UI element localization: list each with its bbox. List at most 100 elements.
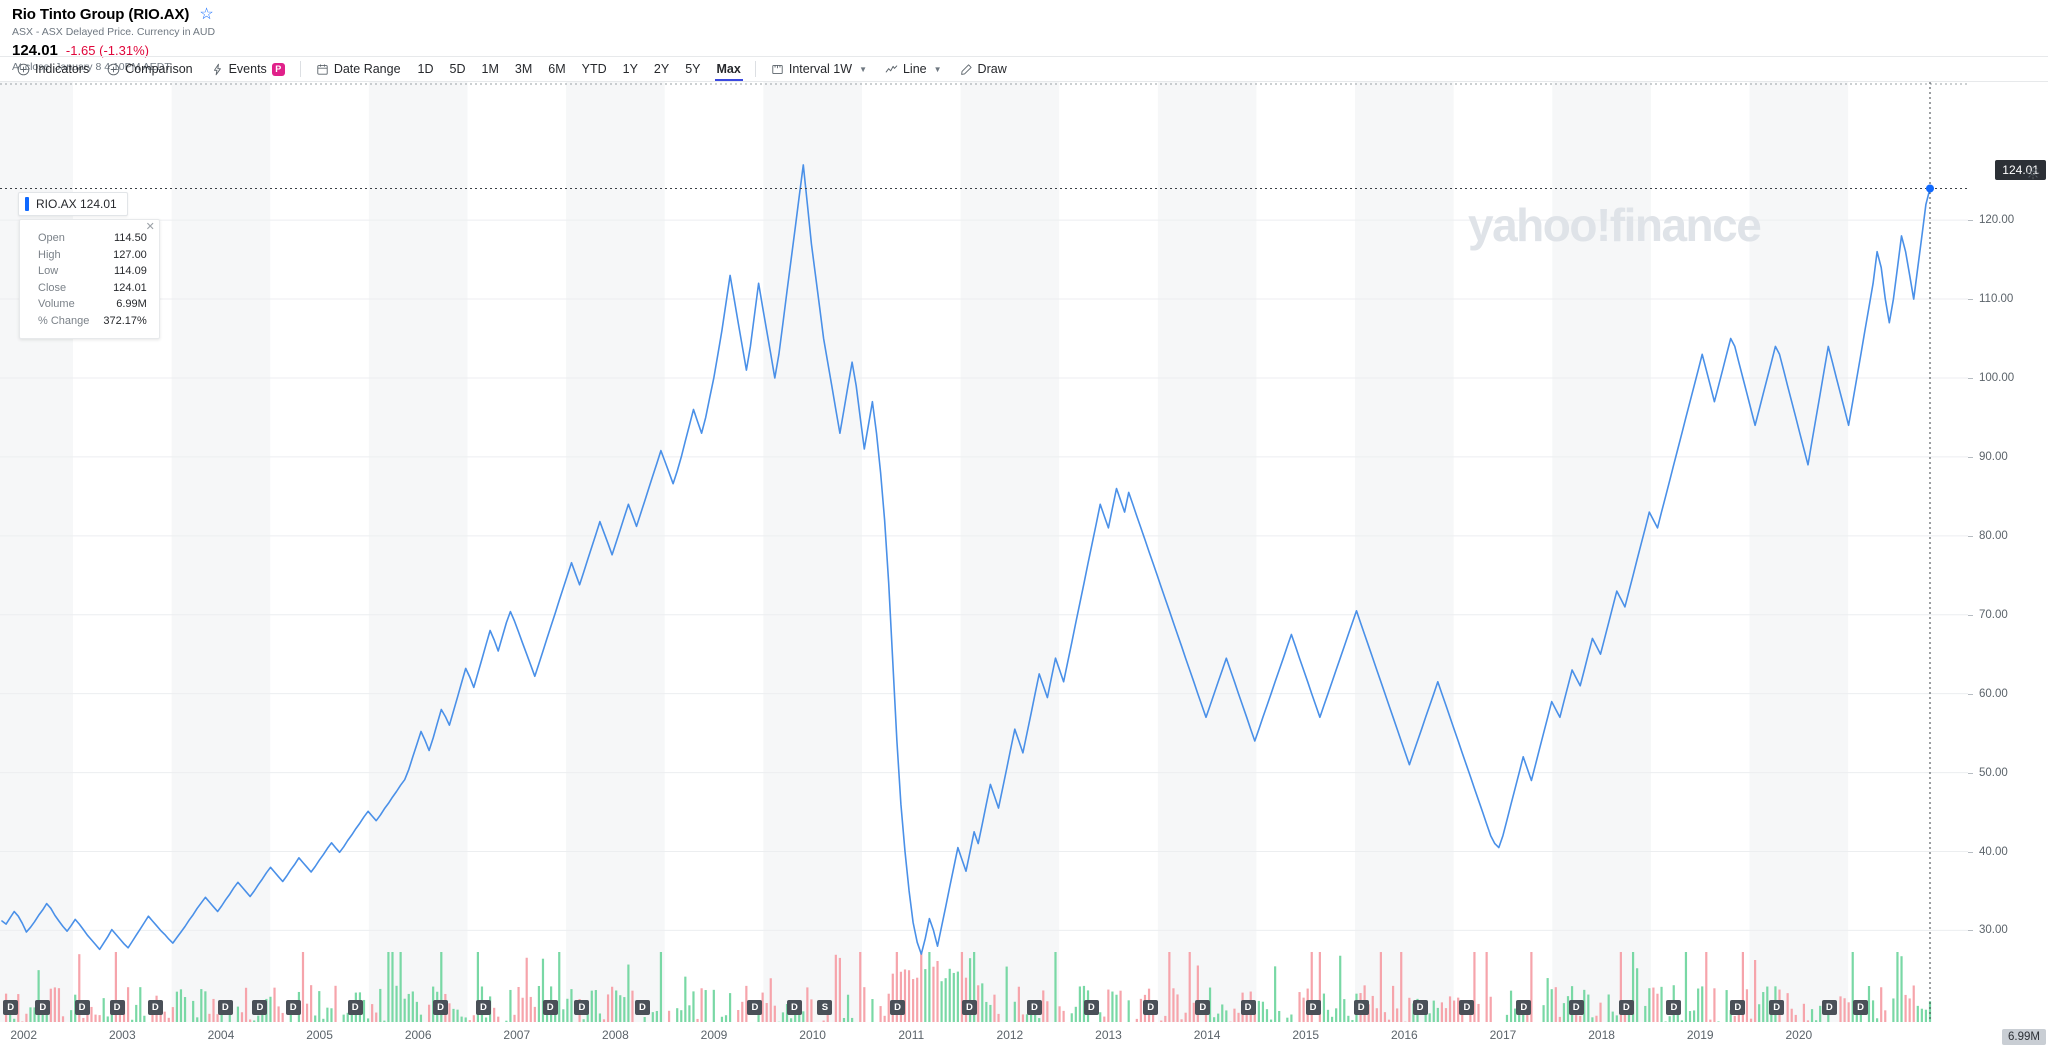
indicators-button[interactable]: Indicators (8, 57, 98, 81)
dividend-event-marker[interactable]: D (1769, 1000, 1785, 1015)
range-3m[interactable]: 3M (507, 57, 540, 81)
dividend-event-marker[interactable]: D (252, 1000, 268, 1015)
star-icon[interactable]: ☆ (199, 5, 214, 23)
dividend-event-marker[interactable]: D (1305, 1000, 1321, 1015)
dividend-event-marker[interactable]: D (35, 1000, 51, 1015)
year-tick-label: 2002 (10, 1028, 38, 1042)
range-2y[interactable]: 2Y (646, 57, 677, 81)
dividend-event-marker[interactable]: D (1240, 1000, 1256, 1015)
dividend-event-marker[interactable]: D (3, 1000, 19, 1015)
dividend-event-marker[interactable]: D (786, 1000, 802, 1015)
dividend-event-marker[interactable]: D (285, 1000, 301, 1015)
dividend-event-marker[interactable]: D (433, 1000, 449, 1015)
ohlc-row: % Change 372.17% (38, 313, 147, 330)
interval-label: Interval 1W (788, 62, 853, 76)
chart-toolbar: Indicators Comparison Events P Date Rang… (0, 56, 2048, 82)
events-button[interactable]: Events P (202, 57, 294, 81)
dividend-event-marker[interactable]: D (347, 1000, 363, 1015)
axis-tick (1968, 220, 1973, 222)
year-tick-label: 2015 (1292, 1028, 1320, 1042)
dividend-event-marker[interactable]: D (542, 1000, 558, 1015)
range-5d[interactable]: 5D (442, 57, 474, 81)
chart-legend[interactable]: RIO.AX 124.01 (18, 192, 128, 216)
year-tick-label: 2019 (1686, 1028, 1714, 1042)
interval-button[interactable]: Interval 1W ▼ (762, 57, 876, 81)
chart-container[interactable]: yahoo!finance 30.00 40.00 50.00 60.00 70.00 8… (0, 82, 2048, 1052)
chart-type-button[interactable]: Line ▼ (876, 57, 951, 81)
dividend-event-marker[interactable]: D (1412, 1000, 1428, 1015)
ohlc-key: High (38, 248, 61, 261)
price-axis-label: 80.00 (1979, 529, 2008, 542)
ohlc-tooltip[interactable]: ✕ Open 114.50 High 127.00 Low 114.09 Clo… (19, 219, 160, 339)
axis-tick (1968, 851, 1973, 853)
year-tick-label: 2004 (207, 1028, 235, 1042)
dividend-event-marker[interactable]: D (1143, 1000, 1159, 1015)
ruler-icon (772, 64, 783, 74)
range-1m[interactable]: 1M (474, 57, 507, 81)
range-max[interactable]: Max (709, 57, 749, 81)
year-tick-label: 2003 (108, 1028, 136, 1042)
dividend-event-marker[interactable]: D (634, 1000, 650, 1015)
dividend-event-marker[interactable]: D (1353, 1000, 1369, 1015)
range-label: 6M (548, 62, 566, 76)
year-tick-label: 2012 (996, 1028, 1024, 1042)
ohlc-row: Low 114.09 (38, 263, 147, 280)
range-6m[interactable]: 6M (540, 57, 573, 81)
range-label: 1M (481, 62, 499, 76)
year-tick-label: 2005 (306, 1028, 333, 1042)
range-1d[interactable]: 1D (410, 57, 442, 81)
dividend-event-marker[interactable]: D (747, 1000, 763, 1015)
ohlc-value: 114.50 (113, 232, 147, 244)
close-icon[interactable]: ✕ (145, 221, 155, 233)
dividend-event-marker[interactable]: D (1083, 1000, 1099, 1015)
last-price: 124.01 (12, 42, 58, 59)
dividend-event-marker[interactable]: D (890, 1000, 906, 1015)
price-line (1, 164, 1931, 955)
price-change: -1.65 (-1.31%) (65, 43, 149, 58)
dividend-event-marker[interactable]: D (1459, 1000, 1475, 1015)
range-label: 5D (449, 62, 466, 76)
axis-tick (1968, 693, 1973, 695)
dividend-event-marker[interactable]: D (1730, 1000, 1746, 1015)
draw-button[interactable]: Draw (951, 57, 1016, 81)
dividend-event-marker[interactable]: D (1195, 1000, 1211, 1015)
price-axis-label: 70.00 (1979, 608, 2008, 621)
price-axis[interactable]: 30.00 40.00 50.00 60.00 70.00 80.00 90.00 100.0… (1968, 82, 2048, 1022)
price-axis-label: 100.00 (1979, 371, 2015, 384)
dividend-event-marker[interactable]: D (1026, 1000, 1042, 1015)
indicators-label: Indicators (35, 62, 90, 76)
dividend-event-marker[interactable]: D (217, 1000, 233, 1015)
dividend-event-marker[interactable]: D (1516, 1000, 1532, 1015)
range-ytd[interactable]: YTD (574, 57, 615, 81)
toolbar-divider (754, 61, 756, 77)
year-tick-label: 2018 (1588, 1028, 1615, 1042)
split-event-marker[interactable]: S (817, 1000, 833, 1015)
calendar-icon (317, 63, 328, 75)
dividend-event-marker[interactable]: D (475, 1000, 491, 1015)
dividend-event-marker[interactable]: D (1618, 1000, 1634, 1015)
dividend-event-marker[interactable]: D (109, 1000, 125, 1015)
quote-title-row: Rio Tinto Group (RIO.AX) ☆ (12, 6, 2048, 23)
date-range-button[interactable]: Date Range (307, 57, 410, 81)
dividend-event-marker[interactable]: D (1568, 1000, 1584, 1015)
dividend-event-marker[interactable]: D (961, 1000, 977, 1015)
dividend-event-marker[interactable]: D (1666, 1000, 1682, 1015)
price-axis-label: 30.00 (1979, 924, 2008, 937)
range-1y[interactable]: 1Y (615, 57, 646, 81)
plus-circle-icon (107, 63, 120, 75)
price-axis-label: 120.00 (1979, 214, 2015, 227)
quote-header: Rio Tinto Group (RIO.AX) ☆ ASX - ASX Del… (0, 0, 2048, 73)
gear-icon[interactable] (2026, 166, 2040, 180)
ohlc-key: Low (38, 265, 59, 277)
year-tick-label: 2010 (799, 1028, 826, 1042)
dividend-event-marker[interactable]: D (74, 1000, 90, 1015)
range-label: 1D (417, 62, 434, 76)
dividend-event-marker[interactable]: D (574, 1000, 590, 1015)
ohlc-key: % Change (38, 314, 90, 327)
ohlc-value: 124.01 (113, 281, 147, 294)
dividend-event-marker[interactable]: D (1821, 1000, 1837, 1015)
comparison-button[interactable]: Comparison (98, 57, 201, 81)
dividend-event-marker[interactable]: D (1853, 1000, 1869, 1015)
dividend-event-marker[interactable]: D (147, 1000, 163, 1015)
range-5y[interactable]: 5Y (677, 57, 708, 81)
